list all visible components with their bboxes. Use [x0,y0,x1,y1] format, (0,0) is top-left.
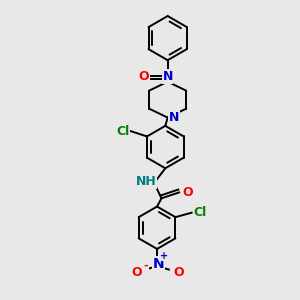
Text: N: N [169,111,179,124]
Text: N: N [153,257,164,271]
Text: O: O [182,186,193,199]
Text: NH: NH [136,175,156,188]
Text: O: O [131,266,142,279]
Text: Cl: Cl [194,206,207,219]
Text: O: O [138,70,148,83]
Text: N: N [163,70,173,83]
Text: O: O [173,266,184,279]
Text: Cl: Cl [116,125,129,138]
Text: -: - [144,261,148,271]
Text: +: + [160,251,169,261]
